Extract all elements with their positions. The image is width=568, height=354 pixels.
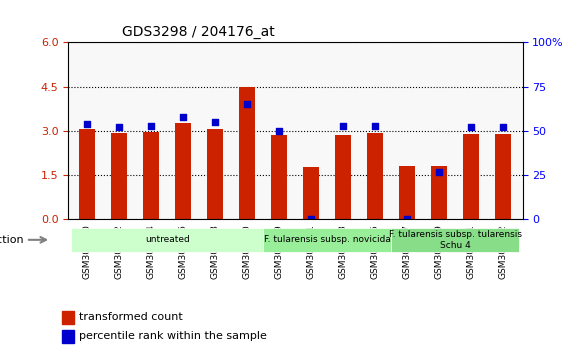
Bar xyxy=(399,166,415,219)
Text: untreated: untreated xyxy=(145,235,190,244)
Point xyxy=(275,128,284,134)
Point xyxy=(83,121,92,127)
Text: percentile rank within the sample: percentile rank within the sample xyxy=(78,331,266,341)
Text: transformed count: transformed count xyxy=(78,312,182,322)
Bar xyxy=(80,129,95,219)
Bar xyxy=(272,135,287,219)
Point xyxy=(339,123,348,129)
Point xyxy=(307,217,316,222)
Point xyxy=(371,123,380,129)
Bar xyxy=(176,123,191,219)
Bar xyxy=(239,87,256,219)
Point xyxy=(499,125,508,130)
Point xyxy=(403,217,412,222)
Bar xyxy=(495,134,511,219)
Point xyxy=(211,119,220,125)
Point xyxy=(179,114,188,120)
Text: F. tularensis subsp. tularensis
Schu 4: F. tularensis subsp. tularensis Schu 4 xyxy=(389,230,522,250)
Point xyxy=(435,169,444,175)
Bar xyxy=(62,311,74,324)
Text: infection: infection xyxy=(0,235,24,245)
Bar xyxy=(463,134,479,219)
Bar xyxy=(111,133,127,219)
FancyBboxPatch shape xyxy=(72,228,264,252)
Point xyxy=(243,102,252,107)
Bar xyxy=(207,129,223,219)
FancyBboxPatch shape xyxy=(391,228,519,252)
Bar xyxy=(335,135,352,219)
FancyBboxPatch shape xyxy=(264,228,391,252)
Bar xyxy=(303,167,319,219)
Bar xyxy=(367,133,383,219)
Point xyxy=(467,125,476,130)
Text: F. tularensis subsp. novicida: F. tularensis subsp. novicida xyxy=(264,235,391,244)
Point xyxy=(115,125,124,130)
Point xyxy=(147,123,156,129)
Text: GDS3298 / 204176_at: GDS3298 / 204176_at xyxy=(123,25,275,39)
Bar xyxy=(62,330,74,343)
Bar xyxy=(143,132,160,219)
Bar xyxy=(431,166,448,219)
